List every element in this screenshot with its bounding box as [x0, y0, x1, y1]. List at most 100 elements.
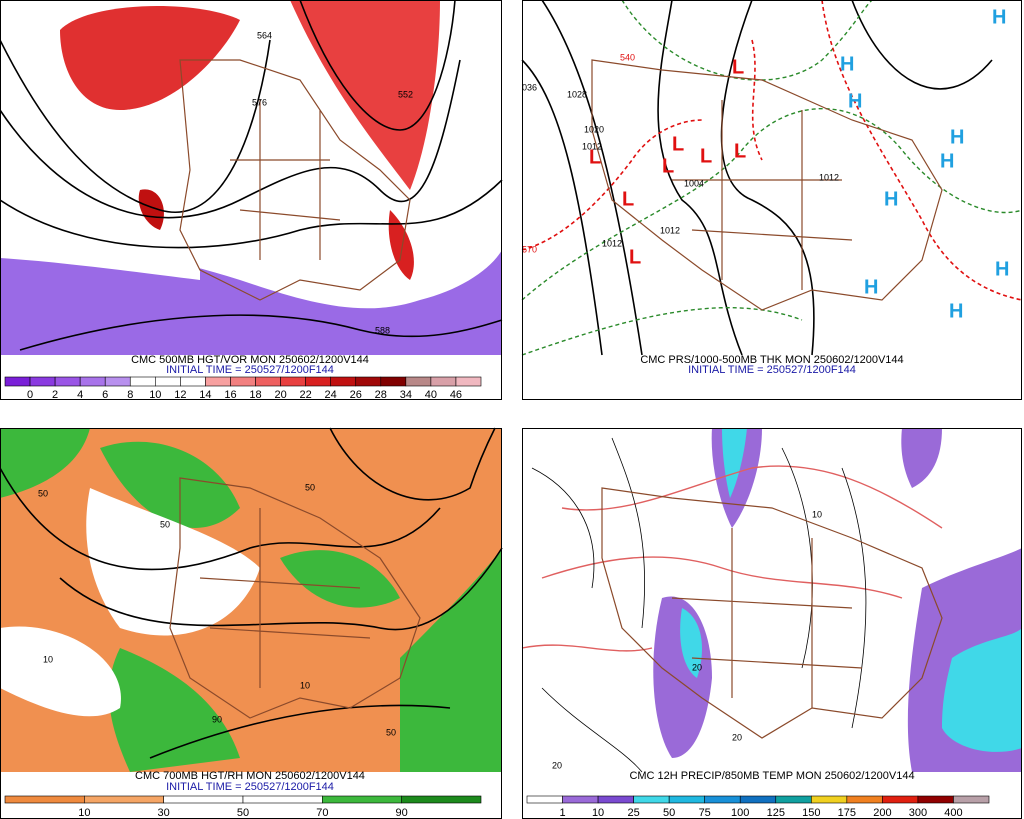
colorbar-swatch — [405, 376, 432, 387]
colorbar-label: 200 — [873, 807, 891, 819]
colorbar-label: 40 — [425, 389, 437, 401]
colorbar-label: 22 — [300, 389, 312, 401]
colorbar-label: 46 — [450, 389, 462, 401]
colorbar-label: 75 — [699, 807, 711, 819]
height-contour — [19, 314, 503, 351]
precip-area — [942, 628, 1022, 752]
high-center: H — [995, 258, 1009, 280]
vorticity-gap — [0, 234, 200, 280]
low-center: L — [622, 188, 634, 210]
colorbar-label: 10 — [592, 807, 604, 819]
colorbar-label: 400 — [944, 807, 962, 819]
temp-contour — [521, 465, 943, 652]
colorbar-swatch — [455, 376, 482, 387]
colorbar-swatch — [355, 376, 382, 387]
colorbar-label: 18 — [249, 389, 261, 401]
colorbar-label: 14 — [199, 389, 211, 401]
high-center: H — [848, 90, 862, 112]
colorbar-label: 10 — [78, 807, 90, 819]
colorbar-label: 8 — [127, 389, 133, 401]
panel-border — [0, 0, 502, 400]
colorbar-label: 1 — [559, 807, 565, 819]
contour-label: 10 — [812, 509, 822, 519]
vorticity-max — [60, 6, 240, 110]
colorbar-label: 34 — [400, 389, 412, 401]
high-center: H — [864, 276, 878, 298]
colorbar-swatch — [430, 376, 457, 387]
colorbar-label: 90 — [396, 807, 408, 819]
height-contour — [0, 39, 271, 213]
low-center: L — [672, 133, 684, 155]
precip-area — [901, 428, 942, 488]
contour-label: 1012 — [582, 141, 602, 151]
colorbar-label: 16 — [224, 389, 236, 401]
rh-area — [0, 626, 121, 717]
vorticity-max — [388, 210, 414, 280]
colorbar-swatch — [811, 795, 848, 804]
colorbar-label: 25 — [627, 807, 639, 819]
colorbar-label: 28 — [375, 389, 387, 401]
colorbar-label: 300 — [909, 807, 927, 819]
height-contour — [299, 0, 456, 131]
state-borders — [591, 59, 943, 311]
colorbar-swatch — [380, 376, 407, 387]
precip-area — [722, 428, 747, 498]
colorbar-swatch — [562, 795, 599, 804]
colorbar-swatch — [739, 795, 777, 804]
colorbar-swatch — [242, 795, 323, 804]
contour-label: 90 — [212, 714, 222, 724]
contour-label: 20 — [552, 760, 562, 770]
colorbar-label: 4 — [77, 389, 83, 401]
contour-label: 20 — [732, 732, 742, 742]
panel-pressure: 036 1028 1020 1012 1004 1012 1012 1012 5… — [521, 0, 1023, 400]
height-contour — [531, 437, 867, 773]
height-contour — [0, 467, 503, 759]
contour-label: 1012 — [660, 225, 680, 235]
panel-border — [522, 0, 1022, 400]
colorbar-swatch — [180, 376, 206, 387]
precip-area — [680, 608, 702, 678]
low-center: L — [589, 146, 601, 168]
rh-area — [86, 488, 260, 636]
colorbar-swatch — [79, 376, 106, 387]
colorbar: 10 30 50 70 90 — [4, 795, 482, 819]
contour-label: 20 — [692, 662, 702, 672]
colorbar-swatch — [846, 795, 883, 804]
isobar — [521, 0, 993, 356]
colorbar-swatch — [54, 376, 81, 387]
colorbar-swatch — [255, 376, 281, 387]
moist-area — [109, 648, 240, 772]
panel-title: CMC PRS/1000-500MB THK MON 250602/1200V1… — [640, 354, 903, 366]
colorbar-swatch — [129, 376, 156, 387]
contour-label: 50 — [305, 482, 315, 492]
high-center: H — [940, 150, 954, 172]
thickness-contour — [521, 0, 1023, 356]
contour-label: 1028 — [567, 89, 587, 99]
colorbar-swatch — [280, 376, 306, 387]
colorbar-swatch — [155, 376, 181, 387]
contour-label: 10 — [43, 654, 53, 664]
colorbar-swatch — [633, 795, 670, 804]
contour-label: 1020 — [584, 124, 604, 134]
panel-title: CMC 500MB HGT/VOR MON 250602/1200V144 — [131, 354, 369, 366]
contour-label: 540 — [620, 52, 635, 62]
low-center: L — [700, 145, 712, 167]
vorticity-max — [290, 0, 440, 190]
high-center: H — [884, 188, 898, 210]
colorbar-swatch — [401, 795, 482, 804]
colorbar-swatch — [526, 795, 563, 804]
panel-title: CMC 700MB HGT/RH MON 250602/1200V144 — [135, 770, 365, 782]
colorbar-swatch — [305, 376, 331, 387]
panel-title: CMC 12H PRECIP/850MB TEMP MON 250602/120… — [629, 770, 914, 782]
contour-label: 036 — [522, 82, 537, 92]
colorbar-label: 0 — [27, 389, 33, 401]
colorbar-swatch — [322, 795, 402, 804]
map-bg — [522, 0, 1022, 355]
state-borders — [169, 477, 421, 719]
height-contour — [0, 59, 461, 219]
colorbar-swatch — [205, 376, 231, 387]
contour-label: 10 — [300, 680, 310, 690]
colorbar-swatch — [84, 795, 164, 804]
contour-label: 564 — [257, 30, 272, 40]
